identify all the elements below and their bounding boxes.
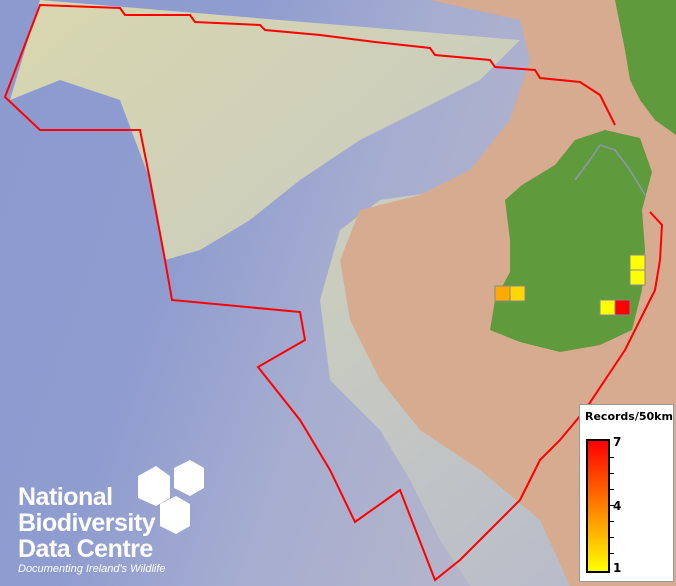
record-grid-square[interactable]: [629, 254, 646, 271]
britain-land: [615, 0, 676, 135]
legend: Records/50km 7 4 1: [579, 404, 674, 582]
record-grid-square[interactable]: [629, 269, 646, 286]
logo-hexagons-icon: [138, 460, 204, 534]
record-grid-square[interactable]: [599, 299, 616, 316]
legend-max-label: 7: [613, 435, 622, 449]
logo-line2: Biodiversity: [18, 509, 156, 537]
legend-mid-label: 4: [613, 499, 622, 513]
record-grid-square[interactable]: [494, 285, 511, 302]
logo-line3: Data Centre: [18, 535, 153, 563]
record-grid-square[interactable]: [614, 299, 631, 316]
ireland-land: [490, 130, 652, 352]
nbdc-logo: National Biodiversity Data Centre Docume…: [18, 460, 204, 575]
boundary-line: [3, 3, 664, 582]
legend-min-label: 1: [613, 561, 622, 575]
border-line: [574, 144, 646, 196]
logo-line1: National: [18, 483, 113, 511]
legend-color-bar: [586, 439, 614, 573]
logo-tagline: Documenting Ireland's Wildlife: [18, 563, 166, 575]
record-grid-square[interactable]: [509, 285, 526, 302]
legend-title: Records/50km: [585, 410, 673, 423]
